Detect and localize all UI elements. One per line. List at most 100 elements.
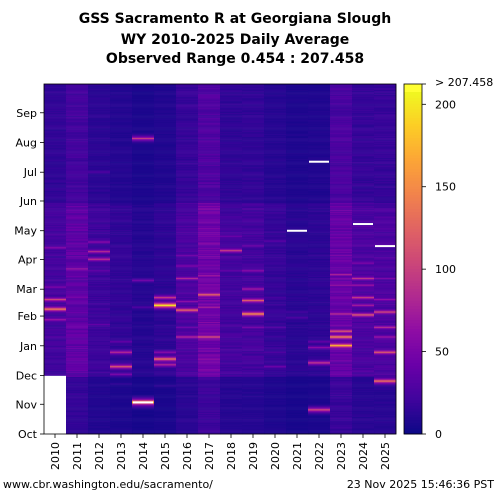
heatmap-cell [220, 177, 243, 179]
heatmap-cell [110, 307, 133, 309]
heatmap-cell [198, 340, 221, 343]
heatmap-cell [154, 87, 177, 90]
heatmap-cell [198, 227, 221, 230]
heatmap-cell [110, 143, 133, 145]
heatmap-cell [66, 375, 89, 377]
heatmap-cell [176, 349, 199, 351]
heatmap-cell [308, 256, 331, 258]
heatmap-cell [176, 219, 199, 221]
heatmap-cell [308, 218, 331, 220]
heatmap-cell [132, 296, 155, 299]
heatmap-cell [220, 84, 243, 87]
heatmap-cell [132, 277, 155, 279]
heatmap-cell [66, 113, 89, 115]
heatmap-cell [308, 357, 331, 359]
heatmap-cell [110, 114, 133, 116]
heatmap-cell [66, 400, 89, 402]
heatmap-cell [132, 92, 155, 94]
heatmap-cell [44, 318, 67, 321]
heatmap-cell [110, 195, 133, 197]
heatmap-cell [132, 268, 155, 270]
heatmap-cell [44, 164, 67, 166]
heatmap-cell [44, 232, 67, 234]
heatmap-cell [132, 200, 155, 202]
heatmap-cell [154, 349, 177, 351]
heatmap-cell [264, 375, 287, 377]
heatmap-cell [154, 258, 177, 260]
heatmap-cell [330, 415, 353, 418]
heatmap-cell [132, 143, 155, 145]
heatmap-cell [330, 261, 353, 263]
heatmap-cell [132, 188, 155, 190]
heatmap-cell [220, 426, 243, 428]
heatmap-cell [66, 317, 89, 319]
heatmap-cell [264, 269, 287, 271]
heatmap-cell [264, 329, 287, 331]
heatmap-cell [220, 246, 243, 248]
heatmap-cell [308, 351, 331, 353]
missing-cell [44, 429, 67, 431]
heatmap-cell [132, 369, 155, 372]
heatmap-cell [44, 210, 67, 212]
heatmap-cell [176, 236, 199, 238]
heatmap-cell [176, 354, 199, 356]
heatmap-cell [286, 173, 309, 175]
heatmap-cell [110, 210, 133, 212]
heatmap-cell [286, 120, 309, 122]
heatmap-cell [286, 391, 309, 394]
heatmap-cell [154, 415, 177, 418]
heatmap-cell [176, 130, 199, 132]
heatmap-cell [220, 209, 243, 211]
heatmap-cell [308, 181, 331, 184]
heatmap-cell [44, 174, 67, 176]
heatmap-cell [110, 226, 133, 229]
heatmap-cell [330, 292, 353, 294]
heatmap-cell [264, 363, 287, 365]
heatmap-cell [88, 294, 111, 297]
heatmap-cell [242, 189, 265, 191]
heatmap-cell [132, 315, 155, 317]
heatmap-cell [88, 379, 111, 381]
heatmap-cell [132, 340, 155, 343]
heatmap-cell [176, 101, 199, 103]
heatmap-cell [220, 314, 243, 316]
heatmap-cell [198, 129, 221, 131]
heatmap-cell [330, 245, 353, 247]
heatmap-cell [242, 349, 265, 351]
heatmap-cell [242, 144, 265, 146]
heatmap-cell [110, 153, 133, 155]
heatmap-cell [44, 299, 67, 302]
heatmap-cell [44, 370, 67, 372]
heatmap-cell [220, 308, 243, 310]
heatmap-cell [110, 245, 133, 247]
heatmap-cell [44, 294, 67, 296]
heatmap-cell [66, 417, 89, 419]
heatmap-cell [286, 269, 309, 271]
heatmap-cell [66, 92, 89, 94]
heatmap-cell [88, 84, 111, 86]
heatmap-cell [198, 288, 221, 290]
heatmap-cell [176, 275, 199, 278]
heatmap-cell [110, 402, 133, 404]
heatmap-cell [220, 261, 243, 263]
heatmap-cell [176, 142, 199, 144]
missing-cell [44, 397, 67, 399]
heatmap-cell [66, 159, 89, 162]
heatmap-cell [176, 224, 199, 226]
heatmap-cell [132, 426, 155, 428]
heatmap-cell [198, 361, 221, 363]
heatmap-cell [220, 221, 243, 223]
heatmap-cell [110, 318, 133, 321]
heatmap-cell [220, 369, 243, 372]
heatmap-cell [330, 212, 353, 214]
heatmap-cell [110, 313, 133, 315]
heatmap-cell [66, 232, 89, 234]
heatmap-cell [330, 387, 353, 389]
heatmap-cell [198, 331, 221, 333]
heatmap-cell [88, 397, 111, 399]
heatmap-cell [176, 164, 199, 166]
heatmap-cell [264, 396, 287, 398]
heatmap-cell [330, 260, 353, 262]
heatmap-cell [110, 297, 133, 300]
heatmap-cell [154, 324, 177, 326]
